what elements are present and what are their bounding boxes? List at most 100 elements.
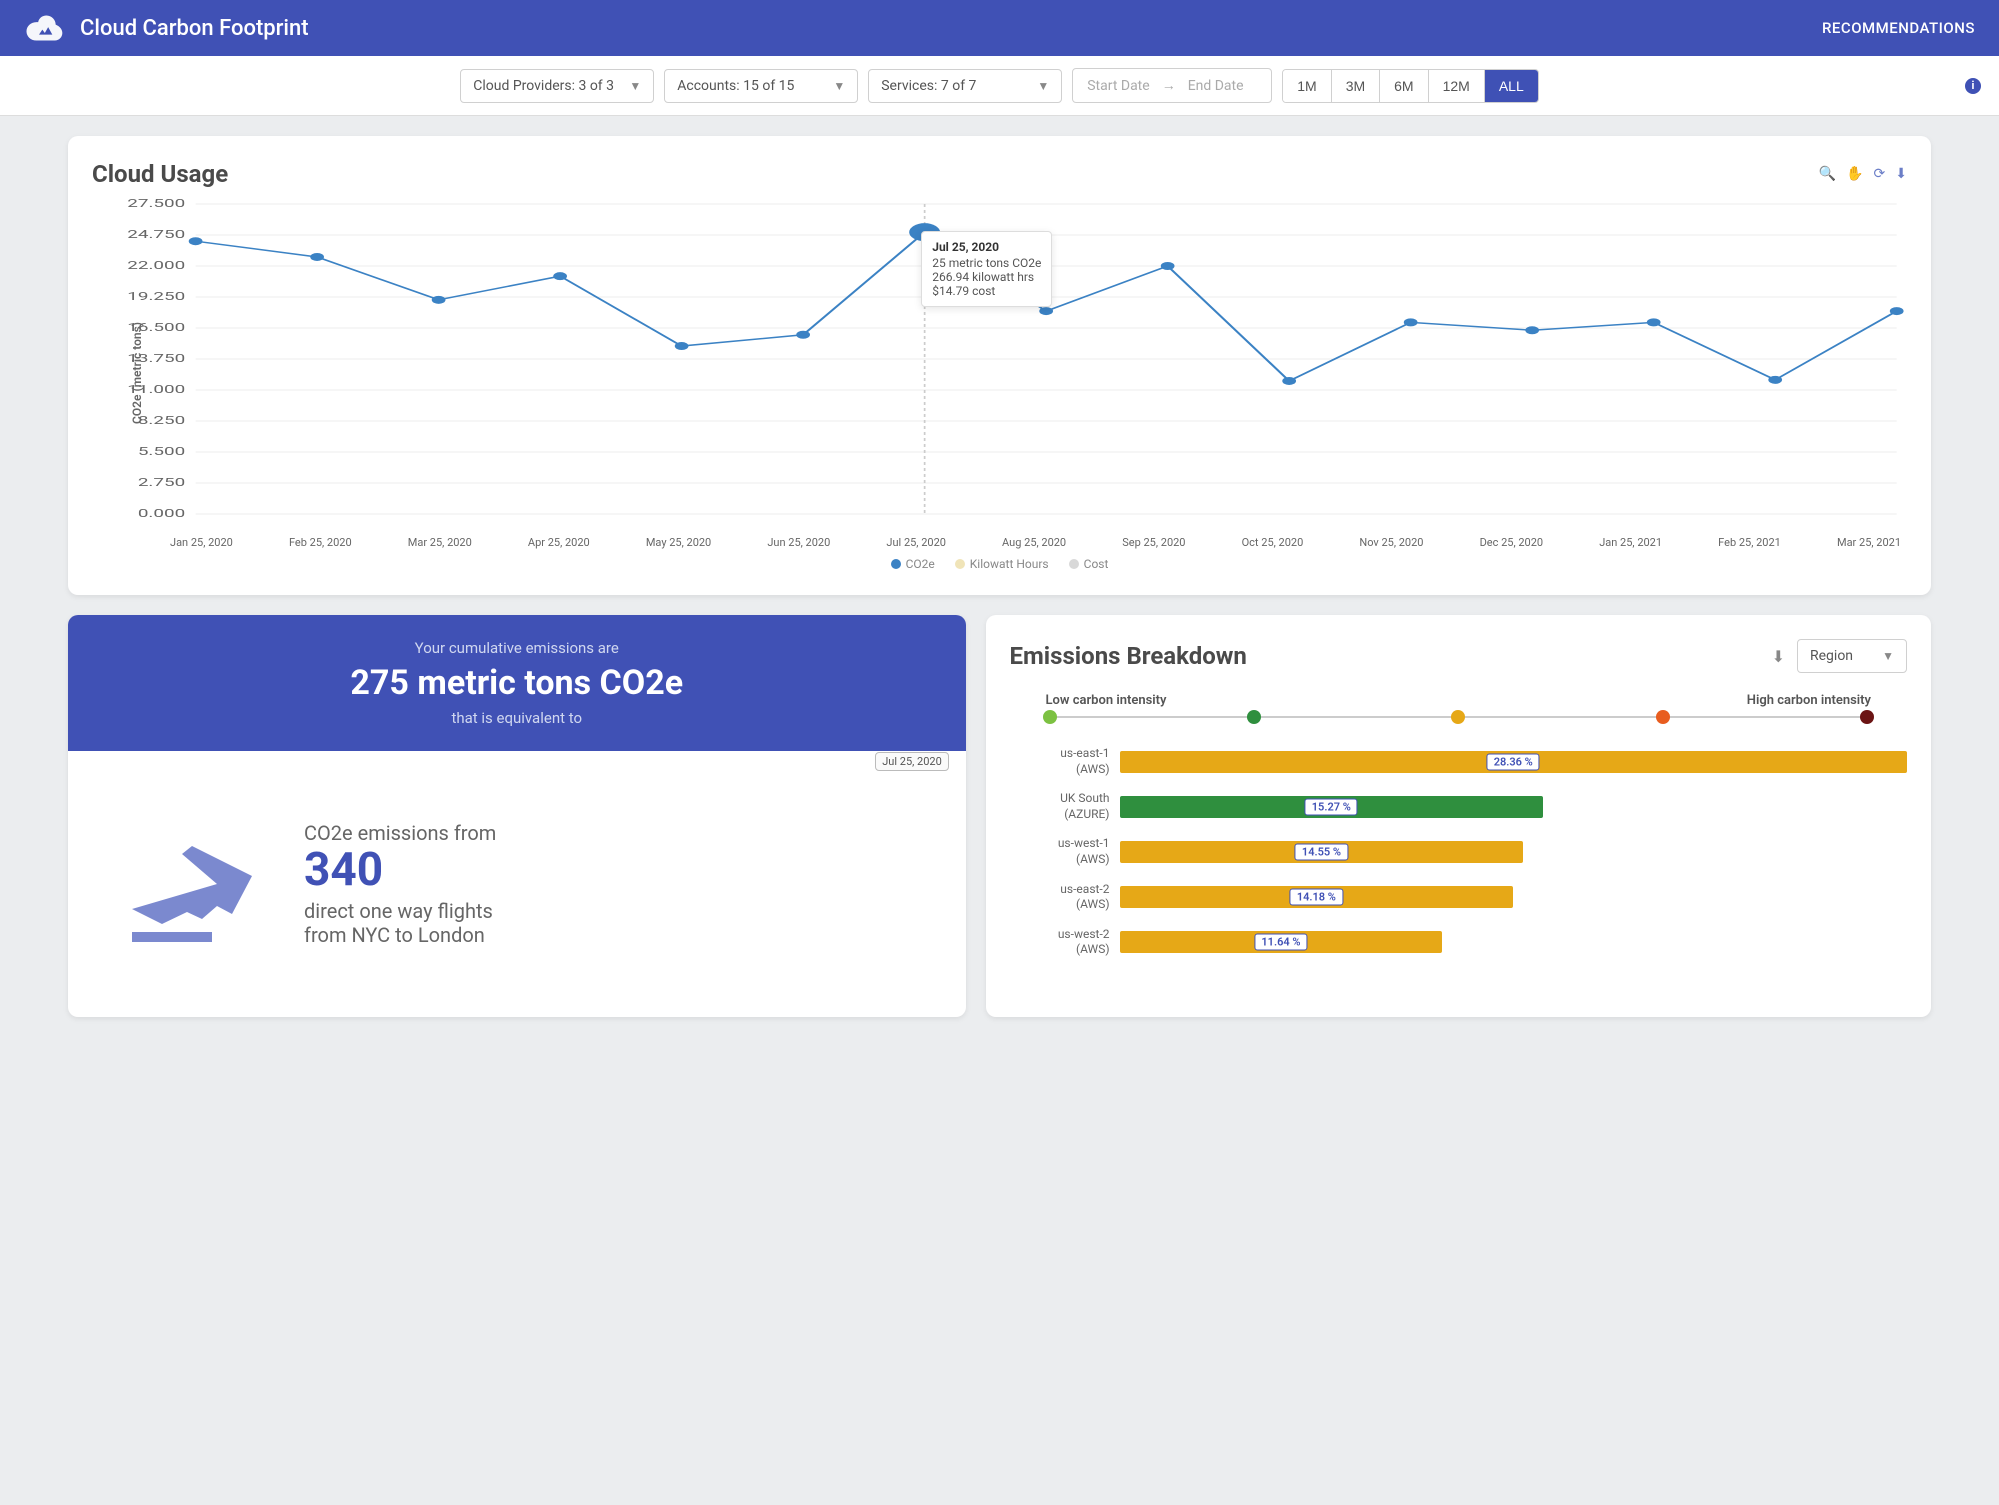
bar-percent: 14.18 % bbox=[1290, 889, 1343, 906]
x-tick: Aug 25, 2020 bbox=[1002, 536, 1066, 549]
start-date-placeholder: Start Date bbox=[1087, 78, 1149, 94]
x-tick: Feb 25, 2020 bbox=[289, 536, 352, 549]
tooltip-date: Jul 25, 2020 bbox=[932, 240, 1041, 254]
bar-label: us-west-2(AWS) bbox=[1010, 927, 1110, 958]
emissions-sub2: that is equivalent to bbox=[88, 709, 946, 727]
x-tick: Jan 25, 2020 bbox=[170, 536, 233, 549]
bar-percent: 28.36 % bbox=[1487, 753, 1540, 770]
bar-label: us-east-2(AWS) bbox=[1010, 882, 1110, 913]
x-tick: Apr 25, 2020 bbox=[528, 536, 590, 549]
download-icon[interactable]: ⬇ bbox=[1772, 647, 1785, 666]
bar-label: us-west-1(AWS) bbox=[1010, 836, 1110, 867]
svg-text:8.250: 8.250 bbox=[138, 414, 185, 427]
chart-tooltip: Jul 25, 2020 25 metric tons CO2e 266.94 … bbox=[921, 231, 1052, 307]
x-tick: May 25, 2020 bbox=[646, 536, 711, 549]
x-tick: Jul 25, 2020 bbox=[886, 536, 946, 549]
y-axis-label: CO2e (metric tons) bbox=[130, 322, 144, 424]
accounts-label: Accounts: 15 of 15 bbox=[677, 78, 794, 94]
range-1m[interactable]: 1M bbox=[1283, 70, 1331, 102]
breakdown-bar-row: us-east-1(AWS) 28.36 % bbox=[1010, 746, 1908, 777]
x-tick: Nov 25, 2020 bbox=[1359, 536, 1423, 549]
zoom-in-icon[interactable]: 🔍 bbox=[1819, 166, 1836, 182]
cumulative-emissions-card: Your cumulative emissions are 275 metric… bbox=[68, 615, 966, 1017]
chevron-down-icon: ▼ bbox=[1882, 649, 1894, 663]
download-icon[interactable]: ⬇ bbox=[1895, 166, 1907, 182]
range-12m[interactable]: 12M bbox=[1429, 70, 1485, 102]
svg-text:0.000: 0.000 bbox=[138, 507, 185, 520]
tooltip-co2e: 25 metric tons CO2e bbox=[932, 256, 1041, 270]
filter-bar: Cloud Providers: 3 of 3 ▼ Accounts: 15 o… bbox=[0, 56, 1999, 116]
svg-text:24.750: 24.750 bbox=[127, 228, 185, 241]
app-header: Cloud Carbon Footprint RECOMMENDATIONS bbox=[0, 0, 1999, 56]
tooltip-kwh: 266.94 kilowatt hrs bbox=[932, 270, 1041, 284]
x-tick: Dec 25, 2020 bbox=[1480, 536, 1544, 549]
services-dropdown[interactable]: Services: 7 of 7 ▼ bbox=[868, 69, 1062, 103]
pan-icon[interactable]: ✋ bbox=[1846, 166, 1863, 182]
recommendations-link[interactable]: RECOMMENDATIONS bbox=[1822, 19, 1975, 37]
svg-text:22.000: 22.000 bbox=[127, 259, 185, 272]
breakdown-grouping-dropdown[interactable]: Region ▼ bbox=[1797, 639, 1907, 673]
intensity-dot bbox=[1860, 710, 1874, 724]
emissions-breakdown-card: Emissions Breakdown ⬇ Region ▼ Low carbo… bbox=[986, 615, 1932, 1017]
chart-toolbar: 🔍 ✋ ⟳ ⬇ bbox=[1819, 166, 1907, 182]
reset-icon[interactable]: ⟳ bbox=[1874, 166, 1886, 182]
tooltip-cost: $14.79 cost bbox=[932, 284, 1041, 298]
chevron-down-icon: ▼ bbox=[833, 79, 845, 93]
bar-track: 14.55 % bbox=[1120, 841, 1908, 863]
app-title: Cloud Carbon Footprint bbox=[80, 16, 309, 41]
cloud-usage-title: Cloud Usage bbox=[92, 160, 228, 188]
emissions-total: 275 metric tons CO2e bbox=[88, 663, 946, 703]
emissions-sub1: Your cumulative emissions are bbox=[88, 639, 946, 657]
chevron-down-icon: ▼ bbox=[1037, 79, 1049, 93]
logo-icon bbox=[24, 13, 64, 43]
info-icon[interactable]: i bbox=[1965, 78, 1981, 94]
emissions-line2a: direct one way flights bbox=[304, 899, 496, 923]
intensity-dot bbox=[1247, 710, 1261, 724]
high-intensity-label: High carbon intensity bbox=[1747, 693, 1871, 708]
range-6m[interactable]: 6M bbox=[1380, 70, 1428, 102]
bar-label: us-east-1(AWS) bbox=[1010, 746, 1110, 777]
arrow-right-icon: → bbox=[1162, 77, 1176, 94]
range-all[interactable]: ALL bbox=[1485, 70, 1538, 102]
legend-cost[interactable]: Cost bbox=[1069, 557, 1109, 571]
range-3m[interactable]: 3M bbox=[1332, 70, 1380, 102]
breakdown-bar-row: us-east-2(AWS) 14.18 % bbox=[1010, 882, 1908, 913]
airplane-icon bbox=[122, 824, 272, 944]
emissions-line1: CO2e emissions from bbox=[304, 821, 496, 845]
breakdown-dropdown-label: Region bbox=[1810, 648, 1853, 664]
breakdown-bar-row: UK South(AZURE) 15.27 % bbox=[1010, 791, 1908, 822]
x-tick: Jan 25, 2021 bbox=[1599, 536, 1662, 549]
end-date-placeholder: End Date bbox=[1188, 78, 1244, 94]
x-tick: Jun 25, 2020 bbox=[767, 536, 830, 549]
x-tick: Oct 25, 2020 bbox=[1242, 536, 1304, 549]
intensity-dot bbox=[1043, 710, 1057, 724]
services-label: Services: 7 of 7 bbox=[881, 78, 976, 94]
x-tick: Mar 25, 2021 bbox=[1837, 536, 1901, 549]
intensity-scale bbox=[1050, 716, 1868, 718]
chevron-down-icon: ▼ bbox=[629, 79, 641, 93]
breakdown-title: Emissions Breakdown bbox=[1010, 642, 1247, 670]
intensity-dot bbox=[1656, 710, 1670, 724]
providers-label: Cloud Providers: 3 of 3 bbox=[473, 78, 614, 94]
svg-text:5.500: 5.500 bbox=[138, 445, 185, 458]
emissions-count: 340 bbox=[304, 847, 496, 893]
x-tick: Mar 25, 2020 bbox=[408, 536, 472, 549]
bar-percent: 14.55 % bbox=[1295, 843, 1348, 860]
usage-chart: CO2e (metric tons) 0.0002.7505.5008.2501… bbox=[92, 196, 1907, 549]
bar-percent: 11.64 % bbox=[1254, 934, 1307, 951]
date-range-picker[interactable]: Start Date → End Date bbox=[1072, 68, 1272, 103]
legend-kwh[interactable]: Kilowatt Hours bbox=[955, 557, 1049, 571]
bar-track: 14.18 % bbox=[1120, 886, 1908, 908]
x-tick-highlight: Jul 25, 2020 bbox=[875, 752, 949, 771]
svg-text:2.750: 2.750 bbox=[138, 476, 185, 489]
emissions-banner: Your cumulative emissions are 275 metric… bbox=[68, 615, 966, 751]
bar-track: 15.27 % bbox=[1120, 796, 1908, 818]
breakdown-bar-row: us-west-1(AWS) 14.55 % bbox=[1010, 836, 1908, 867]
bar-track: 28.36 % bbox=[1120, 751, 1908, 773]
accounts-dropdown[interactable]: Accounts: 15 of 15 ▼ bbox=[664, 69, 858, 103]
bar-track: 11.64 % bbox=[1120, 931, 1908, 953]
x-tick: Feb 25, 2021 bbox=[1718, 536, 1781, 549]
legend-co2e[interactable]: CO2e bbox=[891, 557, 935, 571]
low-intensity-label: Low carbon intensity bbox=[1046, 693, 1167, 708]
providers-dropdown[interactable]: Cloud Providers: 3 of 3 ▼ bbox=[460, 69, 654, 103]
